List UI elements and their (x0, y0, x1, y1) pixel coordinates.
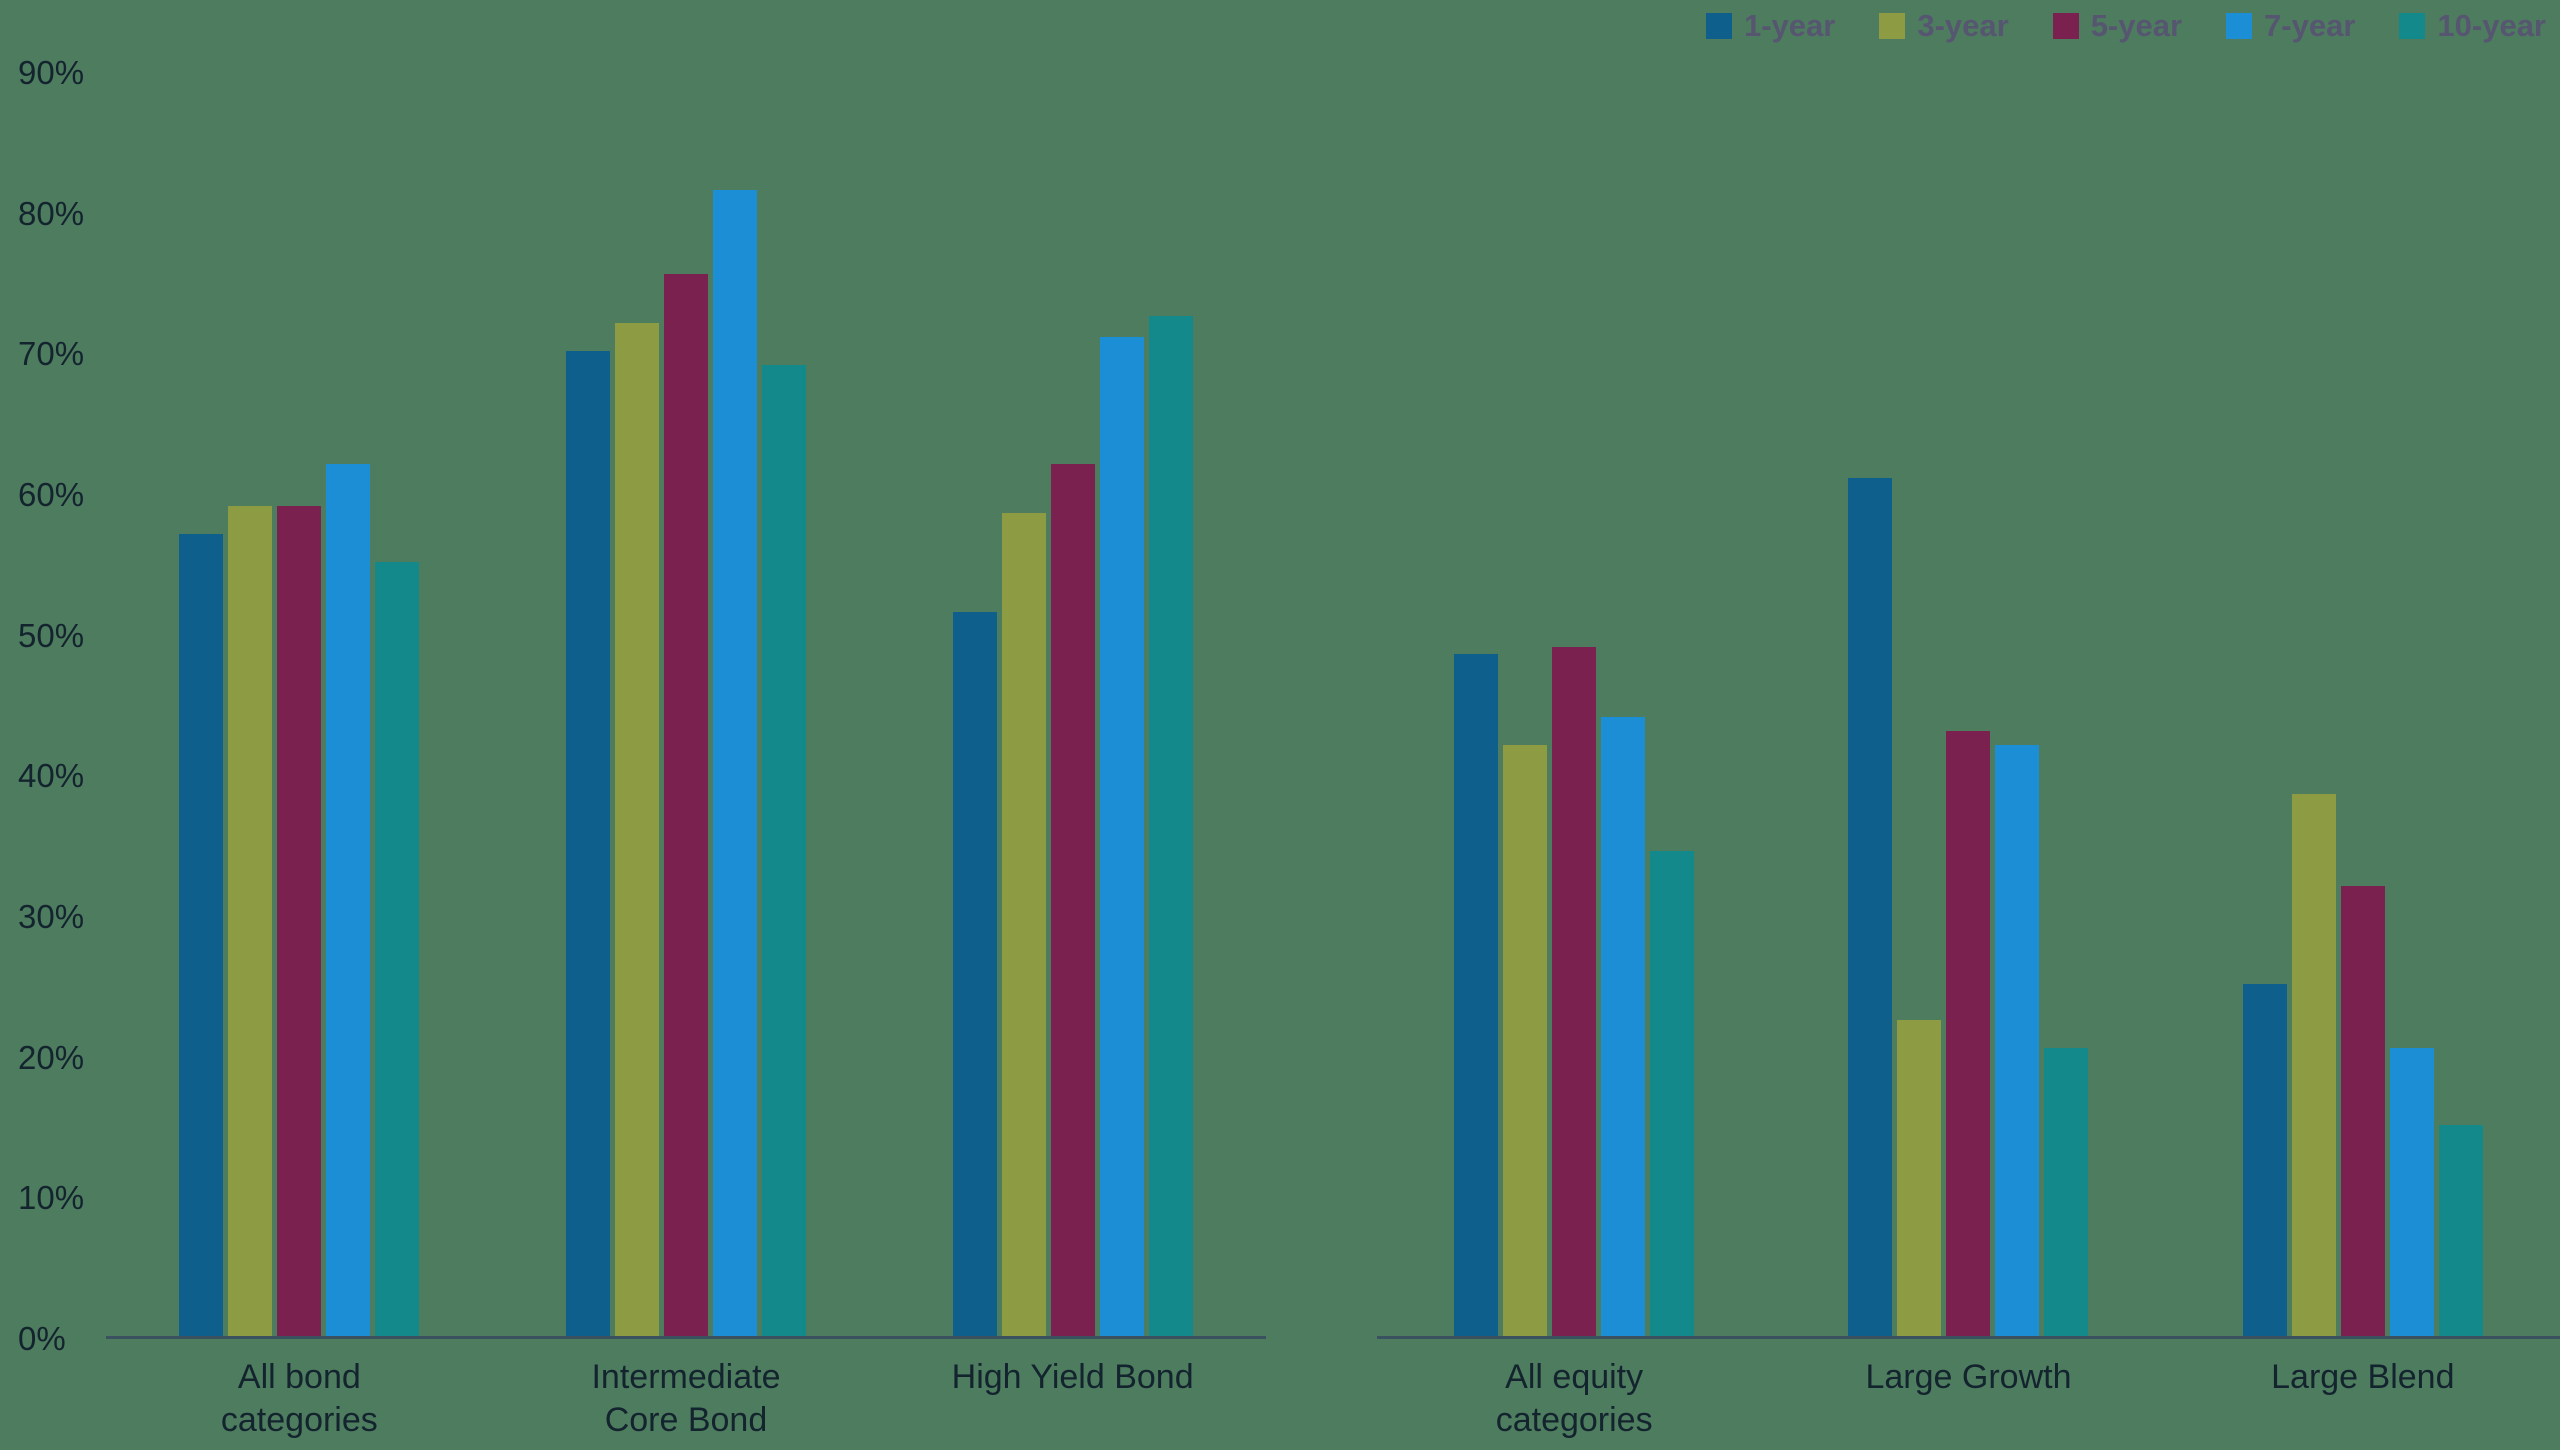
legend-item-7-year: 7-year (2226, 10, 2355, 41)
legend-swatch-1-year (1705, 12, 1732, 39)
bar-10-year (2438, 1125, 2483, 1336)
bar-1-year (2242, 984, 2287, 1336)
bar-3-year (2291, 794, 2336, 1336)
bar-7-year (1995, 745, 2040, 1336)
category-label: All equity categories (1495, 1358, 1653, 1439)
bar-cluster (952, 316, 1193, 1336)
bar-7-year (1099, 337, 1144, 1336)
bar-3-year (228, 506, 273, 1336)
legend-label: 10-year (2437, 8, 2546, 43)
bar-5-year (1946, 731, 1991, 1336)
y-tick-label: 70% (18, 335, 85, 373)
legend: 1-year 3-year 5-year 7-year 10-year (1705, 8, 2546, 43)
legend-label: 7-year (2264, 8, 2356, 43)
legend-swatch-7-year (2226, 12, 2253, 39)
legend-label: 5-year (2090, 8, 2183, 43)
bar-3-year (1503, 745, 1548, 1336)
bar-3-year (1001, 513, 1046, 1336)
bar-10-year (2044, 1047, 2089, 1336)
legend-label: 1-year (1743, 8, 1836, 43)
category-label: Large Growth (1865, 1358, 2072, 1396)
bar-3-year (1897, 1019, 1942, 1336)
bar-group: All equity categories (1454, 646, 1695, 1439)
bar-cluster (2242, 794, 2483, 1336)
y-tick-label: 0% (18, 1320, 66, 1357)
y-tick-label: 20% (18, 1038, 85, 1076)
y-tick-label: 60% (18, 476, 85, 513)
bar-cluster (179, 463, 420, 1336)
bar-7-year (326, 463, 371, 1336)
bar-10-year (1148, 316, 1193, 1336)
panel-equity-categories: All equity categories Large Growth Large B… (1377, 49, 2560, 1439)
legend-item-10-year: 10-year (2399, 10, 2546, 41)
category-label: High Yield Bond (951, 1358, 1194, 1396)
y-tick-label: 80% (18, 194, 85, 232)
y-tick-label: 90% (18, 54, 85, 91)
bar-group: Intermediate Core Bond (565, 189, 806, 1439)
bar-1-year (179, 534, 224, 1336)
y-tick-label: 50% (18, 616, 85, 654)
legend-item-3-year: 3-year (1879, 8, 2009, 43)
panel-bond-categories: All bond categories Intermediate Core Bon… (106, 49, 1266, 1439)
bar-10-year (761, 365, 806, 1336)
legend-swatch-3-year (1879, 12, 1906, 39)
bar-1-year (952, 611, 997, 1336)
bar-10-year (1650, 850, 1695, 1336)
bar-1-year (1454, 653, 1499, 1336)
bar-group: Large Growth (1848, 477, 2089, 1396)
bar-group: High Yield Bond (952, 316, 1194, 1396)
category-label: All bond categories (220, 1358, 378, 1439)
bar-5-year (2340, 885, 2385, 1336)
bar-10-year (375, 562, 420, 1336)
bar-7-year (712, 189, 757, 1336)
bar-group: Large Blend (2242, 794, 2483, 1396)
legend-item-1-year: 1-year (1705, 8, 1836, 43)
bar-cluster (1454, 646, 1695, 1336)
legend-swatch-10-year (2399, 12, 2426, 39)
bar-cluster (565, 189, 806, 1336)
y-tick-label: 40% (18, 757, 85, 795)
bar-1-year (1848, 477, 1893, 1336)
category-label: Large Blend (2271, 1358, 2455, 1396)
bar-3-year (614, 323, 659, 1336)
category-label: Intermediate Core Bond (591, 1358, 781, 1439)
bar-5-year (663, 274, 708, 1336)
bar-5-year (1552, 646, 1597, 1336)
y-tick-label: 10% (18, 1179, 85, 1217)
bar-5-year (1050, 463, 1095, 1336)
legend-label: 3-year (1917, 8, 2009, 43)
bar-7-year (1601, 717, 1646, 1336)
bar-7-year (2389, 1047, 2434, 1336)
bar-cluster (1848, 477, 2089, 1336)
y-tick-label: 30% (18, 898, 85, 935)
bar-5-year (277, 506, 322, 1336)
legend-item-5-year: 5-year (2052, 8, 2183, 43)
bar-1-year (565, 351, 610, 1336)
legend-swatch-5-year (2052, 12, 2079, 39)
bar-group: All bond categories (179, 463, 420, 1439)
